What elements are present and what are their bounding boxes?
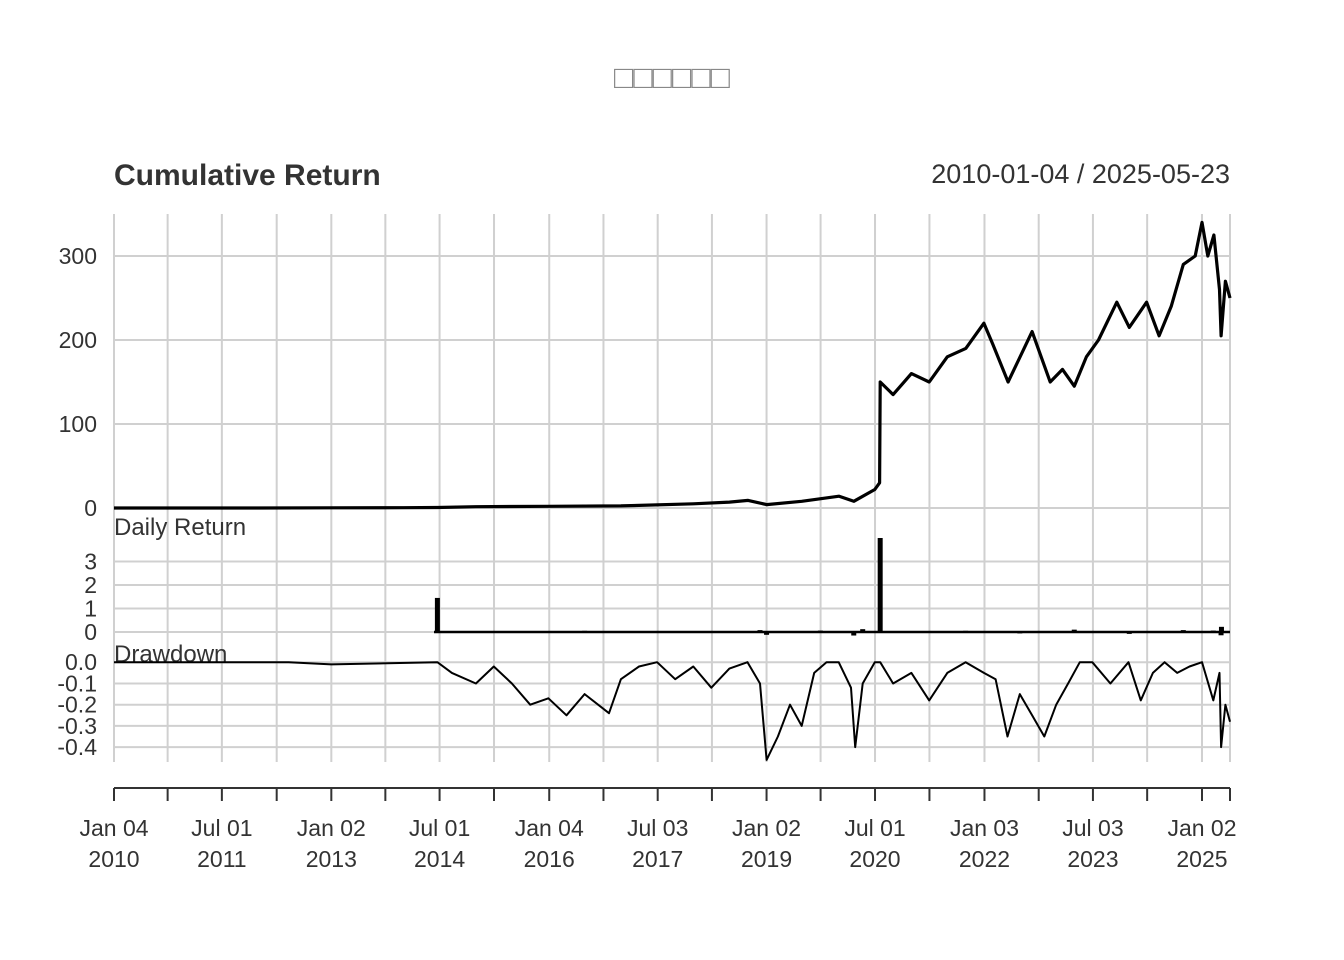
x-tick-label: Jan 04 (79, 815, 148, 841)
x-tick-label-year: 2010 (88, 846, 139, 872)
y-tick-label: 3 (84, 549, 97, 575)
y-tick-label: 100 (59, 411, 97, 437)
x-tick-label-year: 2020 (849, 846, 900, 872)
horizontal-gridlines (114, 255, 1230, 749)
date-range-label: 2010-01-04 / 2025-05-23 (931, 159, 1230, 189)
x-tick-label: Jan 04 (515, 815, 584, 841)
x-tick-label-year: 2023 (1067, 846, 1118, 872)
daily-return-bar (1017, 632, 1023, 634)
y-tick-label: 200 (59, 327, 97, 353)
y-tick-label: 300 (59, 243, 97, 269)
daily-return-bar (963, 630, 969, 632)
daily-return-bar (1218, 632, 1224, 636)
daily-return-bar (757, 630, 763, 632)
y-tick-label: 2 (84, 572, 97, 598)
x-tick-label: Jan 02 (1167, 815, 1236, 841)
y-tick-label: 0 (84, 495, 97, 521)
daily-return-bar (851, 632, 857, 636)
daily-return-bar (1126, 632, 1132, 634)
daily-return-bar (1210, 630, 1216, 632)
vertical-gridlines (113, 214, 1231, 762)
x-tick-label: Jul 01 (191, 815, 252, 841)
x-tick-label-year: 2019 (741, 846, 792, 872)
x-tick-label: Jul 01 (409, 815, 470, 841)
y-tick-label: -0.2 (57, 692, 97, 718)
daily-return-bar (434, 597, 440, 632)
y-tick-label: -0.1 (57, 670, 97, 696)
x-tick-label: Jan 02 (732, 815, 801, 841)
x-tick-label-year: 2014 (414, 846, 465, 872)
daily-return-bar (1218, 626, 1224, 632)
x-tick-label-year: 2013 (306, 846, 357, 872)
x-tick-label: Jul 01 (844, 815, 905, 841)
series-layer (114, 220, 1232, 761)
x-tick-label-year: 2025 (1176, 846, 1227, 872)
y-tick-label: -0.3 (57, 713, 97, 739)
daily-return-panel-label: Daily Return (114, 514, 246, 541)
drawdown-panel-label: Drawdown (114, 641, 227, 668)
chart-title: □□□□□□ (614, 59, 731, 95)
y-tick-label: 1 (84, 596, 97, 622)
cumulative-heading: Cumulative Return (114, 159, 381, 192)
x-tick-label: Jan 02 (297, 815, 366, 841)
x-tick-label-year: 2011 (197, 846, 246, 872)
x-tick-label: Jan 03 (950, 815, 1019, 841)
cumulative-return-line (114, 220, 1232, 510)
x-tick-label-year: 2022 (959, 846, 1010, 872)
x-axis: Jan 04 2010 Jul 01 2011 Jan 02 2013 Jul 01 2014… (79, 787, 1237, 872)
daily-return-bar (1071, 629, 1077, 632)
daily-return-bar (764, 632, 770, 635)
y-tick-label: 0 (84, 619, 97, 645)
x-tick-label-year: 2016 (524, 846, 575, 872)
x-tick-label-year: 2017 (632, 846, 683, 872)
daily-return-bar (582, 630, 588, 632)
x-tick-label: Jul 03 (1062, 815, 1123, 841)
daily-return-bar (877, 538, 883, 632)
daily-return-bar (1180, 630, 1186, 632)
x-tick-label: Jul 03 (627, 815, 688, 841)
daily-return-bar (817, 630, 823, 632)
y-tick-label: -0.4 (57, 734, 97, 760)
daily-return-bar (860, 629, 866, 632)
y-tick-label: 0.0 (65, 649, 97, 675)
drawdown-line (114, 661, 1231, 761)
